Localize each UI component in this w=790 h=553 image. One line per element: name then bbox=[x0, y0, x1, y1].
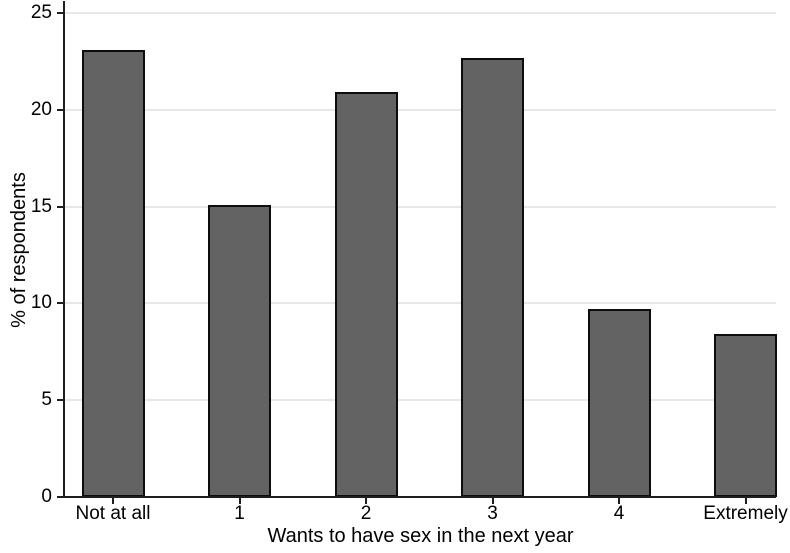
y-tick-label: 15 bbox=[30, 195, 52, 217]
gridline bbox=[65, 205, 776, 208]
y-tick-mark bbox=[57, 12, 64, 14]
x-tick-mark bbox=[365, 497, 367, 504]
bar-2 bbox=[334, 92, 398, 497]
y-tick-label: 20 bbox=[30, 98, 52, 120]
gridline bbox=[65, 399, 776, 402]
y-tick-label: 5 bbox=[41, 389, 52, 411]
gridlines-layer bbox=[65, 1, 776, 497]
bar-1 bbox=[208, 204, 271, 497]
y-tick-mark bbox=[57, 399, 64, 402]
y-tick-label: 25 bbox=[30, 2, 52, 23]
y-tick-label: 10 bbox=[30, 292, 52, 314]
y-tick-label: 0 bbox=[41, 486, 52, 507]
x-tick-label: 4 bbox=[613, 503, 625, 524]
x-axis-ticks: Not at all 1 2 3 4 Extremely bbox=[65, 497, 788, 553]
x-tick-label: 3 bbox=[487, 503, 498, 524]
x-tick-label: Extremely bbox=[703, 503, 788, 524]
bars-layer bbox=[65, 1, 777, 497]
y-tick-mark bbox=[57, 205, 64, 208]
bar-extremely bbox=[714, 334, 777, 497]
x-tick-mark bbox=[618, 497, 620, 504]
gridline bbox=[65, 108, 776, 111]
x-axis-line bbox=[63, 495, 776, 498]
x-axis-title: Wants to have sex in the next year bbox=[267, 525, 574, 547]
y-axis-ticks: 0 5 10 15 20 25 bbox=[0, 1, 65, 507]
y-tick-mark bbox=[57, 496, 64, 498]
x-tick-label: 2 bbox=[360, 503, 372, 524]
bar-3 bbox=[461, 57, 524, 497]
x-tick-mark bbox=[112, 497, 114, 504]
x-tick-mark bbox=[238, 497, 241, 504]
x-tick-label: Not at all bbox=[75, 503, 151, 524]
y-tick-mark bbox=[57, 302, 64, 305]
y-tick-mark bbox=[57, 108, 64, 111]
x-tick-mark bbox=[744, 497, 747, 504]
gridline bbox=[65, 302, 776, 305]
bar-4 bbox=[587, 309, 651, 497]
y-axis-line bbox=[63, 1, 65, 497]
bar-not-at-all bbox=[81, 49, 145, 497]
gridline bbox=[65, 12, 776, 14]
x-tick-mark bbox=[491, 497, 494, 504]
x-tick-label: 1 bbox=[234, 503, 245, 524]
plot-area bbox=[63, 1, 777, 498]
